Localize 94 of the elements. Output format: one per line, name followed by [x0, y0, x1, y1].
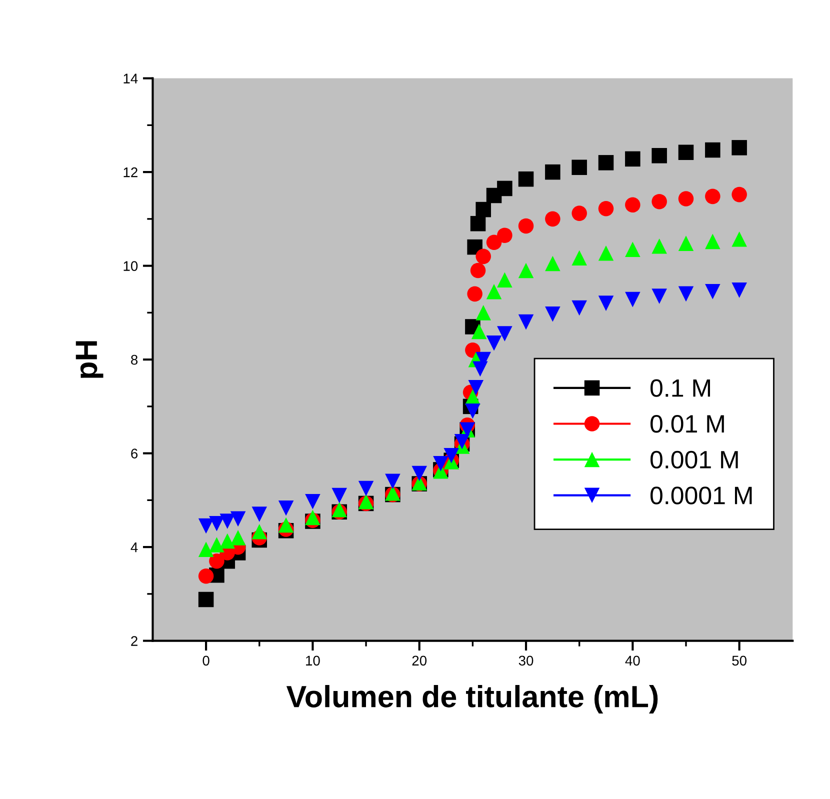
point	[497, 272, 512, 288]
point	[545, 164, 560, 180]
x-tick-label: 20	[412, 656, 427, 666]
legend-label: 0.001 M	[650, 450, 738, 469]
point	[220, 533, 236, 549]
point	[598, 155, 614, 170]
point	[572, 160, 587, 176]
point	[358, 480, 374, 496]
point	[678, 191, 694, 206]
point	[209, 537, 224, 552]
point	[572, 300, 587, 316]
point	[433, 456, 448, 472]
point	[625, 242, 640, 258]
point	[518, 262, 534, 278]
point	[625, 292, 640, 308]
point	[220, 514, 236, 529]
point	[467, 286, 482, 302]
point	[305, 494, 320, 510]
point	[652, 148, 667, 164]
point	[705, 188, 720, 204]
point	[678, 144, 694, 160]
point	[652, 194, 667, 210]
point	[545, 211, 560, 227]
point	[497, 228, 512, 243]
point	[732, 231, 747, 247]
point	[278, 517, 294, 533]
point	[470, 216, 486, 232]
point	[598, 246, 614, 261]
x-tick-label: 10	[306, 656, 320, 666]
y-tick-label: 10	[124, 261, 138, 271]
point	[252, 506, 268, 522]
point	[732, 282, 747, 298]
point	[198, 568, 214, 584]
point	[497, 326, 512, 342]
x-axis-title: Volumen de titulante (mL)	[286, 684, 658, 714]
point	[625, 151, 640, 167]
point	[332, 488, 348, 504]
point	[518, 314, 534, 330]
point	[705, 284, 720, 300]
x-tick-label: 50	[732, 656, 747, 666]
x-tick-label: 0	[202, 656, 210, 666]
point	[705, 142, 720, 158]
point	[209, 516, 224, 532]
point	[476, 305, 491, 320]
point	[732, 140, 747, 156]
point	[678, 286, 694, 302]
point	[545, 256, 560, 272]
point	[572, 250, 587, 266]
x-tick-label: 30	[518, 656, 534, 666]
y-tick-label: 4	[130, 542, 138, 552]
point	[465, 403, 480, 419]
point	[230, 511, 246, 527]
point	[518, 171, 534, 187]
point	[476, 202, 491, 218]
point	[705, 234, 720, 250]
legend-label: 0.0001 M	[650, 486, 752, 504]
point	[678, 236, 694, 251]
point	[230, 530, 246, 546]
point	[518, 218, 534, 234]
x-tick-label: 40	[625, 656, 640, 666]
point	[385, 474, 400, 490]
point	[198, 518, 214, 534]
point	[486, 336, 502, 351]
point	[572, 206, 587, 221]
y-tick-label: 6	[131, 448, 138, 458]
y-tick-label: 8	[131, 354, 138, 365]
y-tick-label: 14	[124, 74, 138, 84]
point	[305, 510, 320, 526]
point	[468, 380, 484, 396]
point	[444, 448, 459, 464]
point	[278, 500, 294, 516]
point	[545, 306, 560, 322]
point	[471, 324, 487, 340]
point	[470, 262, 486, 278]
point	[652, 288, 667, 304]
point	[486, 284, 502, 300]
point	[652, 238, 667, 254]
y-tick-label: 2	[131, 636, 138, 646]
point	[497, 180, 512, 196]
y-axis-title: pH	[76, 341, 104, 378]
point	[598, 296, 614, 311]
point	[486, 234, 502, 250]
point	[598, 200, 614, 216]
point	[252, 524, 268, 540]
y-tick-label: 12	[124, 167, 138, 178]
legend-label: 0.01 M	[650, 415, 724, 433]
point	[198, 592, 214, 608]
point	[412, 466, 427, 482]
legend-label: 0.1 M	[650, 379, 710, 397]
point	[476, 248, 491, 264]
point	[732, 186, 747, 202]
point	[209, 553, 224, 569]
point	[198, 542, 214, 558]
point	[625, 197, 640, 213]
